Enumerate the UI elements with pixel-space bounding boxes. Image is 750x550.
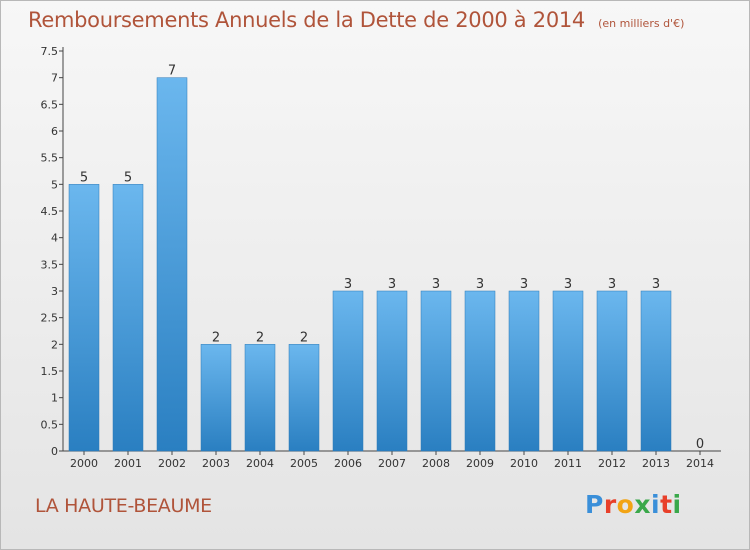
x-tick-label: 2005: [290, 457, 318, 470]
y-tick-label: 5.5: [41, 152, 59, 165]
x-tick-label: 2012: [598, 457, 626, 470]
bar-2007: [376, 290, 408, 452]
x-tick-label: 2003: [202, 457, 230, 470]
x-tick-label: 2011: [554, 457, 582, 470]
x-tick-label: 2001: [114, 457, 142, 470]
x-tick-label: 2013: [642, 457, 670, 470]
x-tick-label: 2000: [70, 457, 98, 470]
y-tick-label: 1: [51, 392, 58, 405]
bar-2004: [244, 344, 276, 452]
data-label-2004: 2: [256, 330, 264, 345]
bars: [68, 77, 672, 452]
bar-2011: [552, 290, 584, 452]
logo-letter: i: [672, 490, 682, 519]
chart-subtitle: (en milliers d'€): [598, 17, 685, 30]
data-label-2003: 2: [212, 330, 220, 345]
data-label-2013: 3: [652, 277, 660, 292]
bar-2008: [420, 290, 452, 452]
x-axis: 2000 2001 2002 2003 2004 2005 2006 2007 2008 2009…: [63, 450, 721, 470]
y-tick-label: 2: [51, 338, 58, 351]
proxiti-logo: Proxiti: [585, 490, 682, 519]
x-tick-label: 2004: [246, 457, 274, 470]
y-tick-label: 2.5: [41, 312, 59, 325]
y-tick-label: 4.5: [41, 205, 59, 218]
y-tick-label: 0.5: [41, 418, 59, 431]
title-row: Remboursements Annuels de la Dette de 20…: [28, 8, 684, 32]
data-label-2005: 2: [300, 330, 308, 345]
y-tick-label: 5: [51, 178, 58, 191]
bar-2010: [508, 290, 540, 452]
y-axis: 0 0.5 1 1.5 2 2.5 3 3.5 4 4.5 5 5.5 6 6.5 7 7.5: [41, 45, 64, 458]
bar-2012: [596, 290, 628, 452]
y-tick-label: 3.5: [41, 258, 59, 271]
logo-letter: r: [603, 490, 617, 519]
y-tick-label: 6.5: [41, 98, 59, 111]
data-label-2006: 3: [344, 277, 352, 292]
logo-letter: P: [585, 490, 604, 519]
x-tick-label: 2006: [334, 457, 362, 470]
commune-name: LA HAUTE-BEAUME: [35, 495, 212, 517]
bar-2000: [68, 184, 100, 452]
data-label-2000: 5: [80, 170, 88, 185]
logo-letter: o: [616, 490, 635, 519]
data-label-2002: 7: [168, 64, 176, 79]
x-tick-label: 2009: [466, 457, 494, 470]
data-label-2014: 0: [696, 437, 704, 452]
bar-2005: [288, 344, 320, 452]
x-tick-label: 2008: [422, 457, 450, 470]
data-label-2009: 3: [476, 277, 484, 292]
logo-letter: t: [660, 490, 673, 519]
chart-title: Remboursements Annuels de la Dette de 20…: [28, 8, 585, 32]
y-tick-label: 0: [51, 445, 58, 458]
x-tick-label: 2014: [686, 457, 714, 470]
bar-2006: [332, 290, 364, 452]
logo-letter: i: [651, 490, 661, 519]
bar-2001: [112, 184, 144, 452]
bar-2003: [200, 344, 232, 452]
data-label-2001: 5: [124, 170, 132, 185]
logo-letter: x: [634, 490, 651, 519]
data-label-2008: 3: [432, 277, 440, 292]
x-tick-label: 2002: [158, 457, 186, 470]
data-labels: 5 5 7 2 2 2 3 3 3 3 3 3 3 3 0: [80, 64, 704, 452]
y-tick-label: 4: [51, 232, 58, 245]
data-label-2011: 3: [564, 277, 572, 292]
y-tick-label: 1.5: [41, 365, 59, 378]
y-tick-label: 3: [51, 285, 58, 298]
y-tick-label: 7: [51, 72, 58, 85]
data-label-2012: 3: [608, 277, 616, 292]
x-tick-label: 2010: [510, 457, 538, 470]
data-label-2007: 3: [388, 277, 396, 292]
bar-2013: [640, 290, 672, 452]
y-tick-label: 6: [51, 125, 58, 138]
x-tick-label: 2007: [378, 457, 406, 470]
data-label-2010: 3: [520, 277, 528, 292]
y-tick-label: 7.5: [41, 45, 59, 58]
bar-2002: [156, 77, 188, 452]
bar-2009: [464, 290, 496, 452]
